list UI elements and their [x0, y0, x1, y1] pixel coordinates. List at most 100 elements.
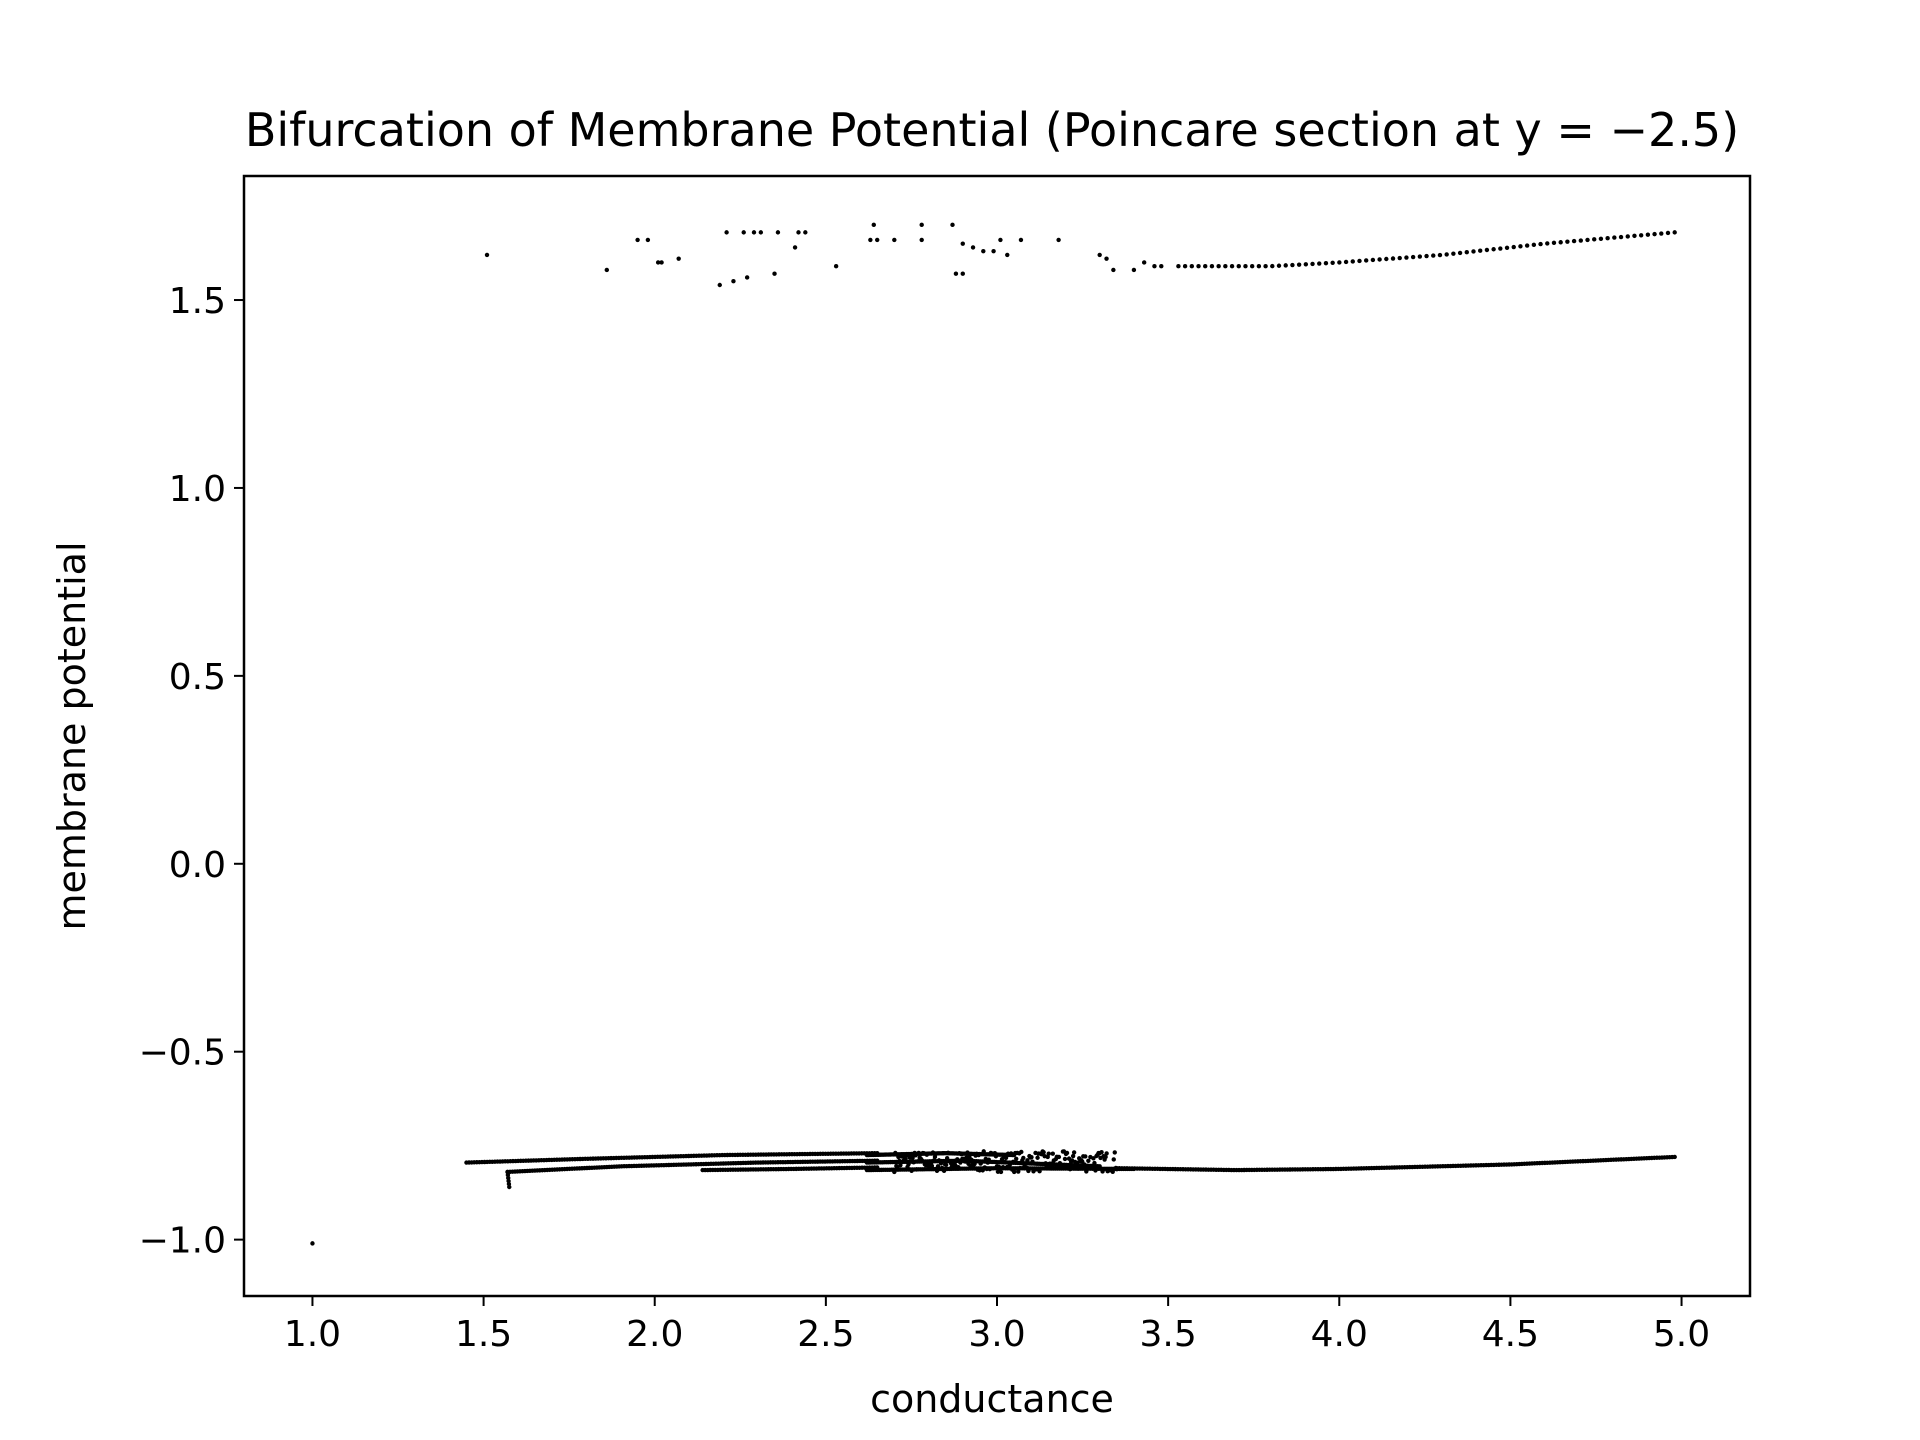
data-point [1014, 1156, 1019, 1162]
data-point [1229, 264, 1235, 269]
data-point [775, 230, 781, 235]
data-point [1070, 1153, 1076, 1159]
data-point [1457, 250, 1463, 256]
data-point [1377, 257, 1382, 262]
data-point [1484, 247, 1490, 253]
data-point [1276, 263, 1282, 268]
data-point [1000, 1164, 1006, 1170]
data-point [1024, 1165, 1029, 1170]
data-point [741, 230, 746, 235]
data-point [978, 1161, 983, 1166]
y-tick-label: 1.0 [169, 469, 226, 510]
data-point [1067, 1166, 1073, 1172]
data-point [1545, 241, 1550, 246]
data-point [1100, 1169, 1105, 1174]
data-point [1404, 255, 1409, 260]
data-point [1131, 267, 1137, 273]
data-point [929, 1163, 935, 1169]
data-point [1099, 1149, 1104, 1155]
data-point [1524, 243, 1530, 248]
data-point [892, 237, 897, 243]
data-point [1551, 240, 1557, 246]
data-point [914, 1167, 919, 1172]
data-point [1270, 263, 1275, 269]
data-point [676, 256, 681, 261]
data-point [1182, 264, 1188, 269]
data-point [953, 271, 959, 276]
data-point [1203, 264, 1208, 269]
data-point [1019, 1149, 1024, 1155]
data-point [1025, 1158, 1030, 1163]
data-point [1048, 1164, 1053, 1170]
data-point [655, 260, 661, 265]
data-point [960, 271, 965, 276]
scatter-points [310, 222, 1677, 1246]
data-point [981, 248, 986, 254]
data-point [910, 1155, 915, 1161]
data-point [991, 248, 996, 254]
data-point [1029, 1155, 1034, 1160]
data-point [1075, 1166, 1081, 1171]
data-point [956, 1164, 961, 1170]
data-point [1256, 264, 1262, 269]
data-point [906, 1162, 911, 1167]
data-point [1565, 239, 1570, 244]
data-point [998, 1169, 1004, 1175]
data-point [1103, 1154, 1108, 1160]
data-point [1578, 238, 1584, 243]
data-point [744, 275, 750, 280]
data-point [796, 230, 801, 235]
data-point [1189, 264, 1195, 269]
data-point [915, 1159, 920, 1164]
x-tick-label: 1.0 [284, 1314, 341, 1355]
data-point [1605, 235, 1610, 241]
data-point [960, 241, 965, 246]
data-point [919, 1157, 924, 1163]
data-point [751, 230, 757, 235]
data-point [1236, 264, 1241, 269]
data-point [1437, 252, 1443, 258]
data-point [1050, 1151, 1055, 1156]
data-point [1511, 244, 1516, 250]
data-point [1064, 1150, 1070, 1156]
data-point [963, 1159, 968, 1164]
x-tick-label: 4.0 [1311, 1314, 1368, 1355]
x-tick-label: 3.5 [1140, 1314, 1197, 1355]
data-point [924, 1152, 930, 1157]
y-tick-label: −1.0 [139, 1221, 226, 1262]
data-point [1056, 1154, 1062, 1160]
data-point [1011, 1169, 1017, 1175]
data-point [1104, 256, 1109, 261]
data-point [911, 1160, 916, 1165]
data-point [1035, 1155, 1040, 1160]
data-point [965, 1150, 970, 1155]
data-point [1585, 237, 1590, 243]
data-point [1384, 256, 1389, 262]
data-point [1370, 257, 1376, 263]
plot-frame [242, 174, 1752, 1298]
data-point [1018, 237, 1024, 243]
data-point [1451, 251, 1456, 256]
data-point [898, 1162, 903, 1168]
data-point [935, 1164, 941, 1169]
data-point [1041, 1150, 1046, 1155]
data-point [969, 1157, 974, 1163]
data-point [1008, 1151, 1014, 1156]
data-point [1104, 1151, 1109, 1156]
data-point [938, 1161, 944, 1166]
data-point [1021, 1155, 1026, 1161]
data-point [731, 279, 736, 284]
data-point [1110, 1169, 1115, 1174]
data-point [604, 267, 610, 273]
data-point [1223, 264, 1228, 269]
data-point [940, 1150, 946, 1156]
data-point [916, 1150, 921, 1156]
data-point [1397, 255, 1402, 261]
data-point [1317, 261, 1322, 266]
data-point [1337, 260, 1342, 265]
data-point [1464, 249, 1469, 255]
data-point [895, 1165, 900, 1170]
data-point [1093, 1168, 1098, 1173]
data-point [1592, 237, 1597, 242]
